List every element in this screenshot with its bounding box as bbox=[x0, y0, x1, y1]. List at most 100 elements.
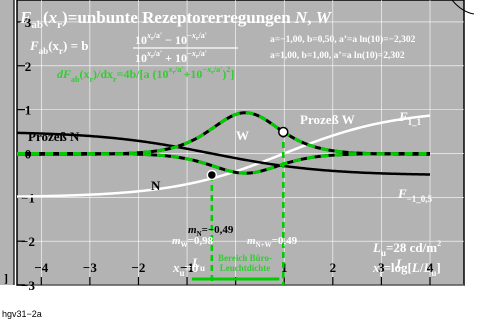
chart-title: Fab(xr)=unbunte Rezeptorerregungen N, W bbox=[19, 8, 333, 31]
d-arg: (x bbox=[79, 67, 89, 81]
point-label-W: W bbox=[236, 128, 249, 143]
formula-main: Fab(xr) = b 10xr/a' − 10−xr/a' 10xr/a' +… bbox=[29, 31, 238, 65]
y-tick-label-2: −1 bbox=[21, 190, 35, 205]
f-den-exp-pos-sub: r bbox=[151, 54, 154, 60]
d-mid: )/dx bbox=[93, 67, 113, 81]
xl-close: ] bbox=[436, 260, 440, 275]
title-open: ( bbox=[43, 8, 49, 27]
xl-Lu: L bbox=[422, 260, 431, 275]
left-edge-bracket: ] bbox=[4, 271, 8, 285]
d-argsub: r bbox=[89, 75, 93, 84]
rn-F: F bbox=[397, 186, 407, 201]
f-lhs-argsub: r bbox=[59, 46, 63, 56]
f-den-exp-neg-tail: /a' bbox=[198, 49, 207, 58]
y-tick-label-6: 3 bbox=[25, 15, 32, 30]
f-lhs-close: ) = b bbox=[63, 38, 88, 53]
lus-L: L bbox=[191, 255, 200, 270]
f-den-left: 10 bbox=[135, 51, 147, 65]
f-exp-neg-tail: /a' bbox=[198, 31, 207, 40]
title-sub: ab bbox=[31, 19, 43, 31]
left-strip-panel bbox=[0, 0, 14, 285]
annot-Lu-value: Lu=28 cd/m2 bbox=[372, 239, 441, 258]
x0-eq: =0 bbox=[185, 260, 199, 275]
title-comma: , bbox=[307, 8, 316, 27]
svg-text:Fab(xr) = b: Fab(xr) = b bbox=[29, 38, 89, 56]
luv-sup: 2 bbox=[437, 239, 441, 248]
mNW-m: m bbox=[247, 235, 256, 247]
mN-val: =−0,49 bbox=[202, 224, 234, 236]
f-den-mid: + 10 bbox=[162, 51, 187, 65]
formula-derivative: dFab(xr)/dxr=4b/[a (10xr/a'+10−xr/a')2] bbox=[57, 65, 234, 84]
f-exp-pos-tail: /a' bbox=[153, 31, 162, 40]
title-F: F bbox=[19, 8, 32, 27]
luv-L: L bbox=[372, 240, 381, 255]
annot-Lu-small: Lu bbox=[191, 255, 205, 273]
y-tick-label-5: 2 bbox=[25, 59, 32, 74]
footer-code: hgv31−2a bbox=[2, 309, 42, 319]
x-tick-label-2: −2 bbox=[132, 260, 146, 275]
f-lhs-F: F bbox=[29, 38, 39, 53]
d-e1tail: /a' bbox=[174, 65, 183, 74]
annot-mNW: mN+W=0,49 bbox=[247, 235, 298, 249]
point-label-N: N bbox=[151, 178, 161, 193]
title-rest: =unbunte Rezeptorerregungen bbox=[68, 8, 295, 27]
params-N: a=−1,00, b=0,50, a’=a ln(10)=−2,302 bbox=[270, 34, 416, 45]
point-N bbox=[206, 169, 218, 181]
annot-mN: mN=−0,49 bbox=[188, 224, 234, 238]
title-x: x bbox=[48, 8, 58, 27]
rn-sub: −1_0,5 bbox=[407, 194, 433, 204]
d-end: ) bbox=[222, 67, 226, 81]
marks bbox=[191, 126, 289, 285]
svg-text:10xr/a' + 10−xr/a': 10xr/a' + 10−xr/a' bbox=[135, 49, 207, 65]
d-e1: x bbox=[167, 65, 172, 74]
d-msub: r bbox=[113, 75, 117, 84]
series-right-label-W: F1_1 bbox=[398, 109, 422, 127]
x0-sub: u bbox=[180, 268, 185, 278]
f-den-exp-neg: −x bbox=[187, 49, 196, 58]
series-right-label-N: F−1_0,5 bbox=[397, 186, 433, 204]
plot-area bbox=[16, 0, 465, 286]
d-plus: +10 bbox=[184, 67, 203, 81]
x-axis-label: xr=log[L/Lu] bbox=[372, 260, 441, 278]
series-label-W: Prozeß W bbox=[300, 112, 355, 127]
d-endb: ] bbox=[230, 67, 234, 81]
f-exp-pos-sub: r bbox=[151, 36, 154, 42]
svg-text:10xr/a' − 10−xr/a': 10xr/a' − 10−xr/a' bbox=[135, 31, 207, 47]
corner-arc bbox=[451, 0, 475, 15]
x0-label: xu=0 bbox=[172, 260, 198, 278]
xl-sub: r bbox=[380, 268, 384, 278]
xl-slash: / bbox=[419, 260, 424, 275]
annot-mW: mW=0,98 bbox=[172, 235, 214, 249]
d-e2: −x bbox=[202, 65, 211, 74]
params-W: a=1,00, b=1,00, a’=a ln(10)=2,302 bbox=[270, 50, 405, 61]
mNW-val: =0,49 bbox=[272, 235, 298, 247]
x-tick-label-3: −1 bbox=[180, 260, 194, 275]
x-tick-label-8: 4 bbox=[427, 260, 434, 275]
d-d: dF bbox=[57, 67, 71, 81]
xl-x: x bbox=[372, 260, 380, 275]
mW-val: =0,98 bbox=[188, 235, 214, 247]
title-close: ) bbox=[62, 8, 68, 27]
point-W bbox=[278, 126, 289, 138]
rw-sub: 1_1 bbox=[408, 117, 422, 127]
f-exp-neg-sub: r bbox=[196, 36, 199, 42]
series-curve-N bbox=[16, 131, 431, 176]
xl-L: L bbox=[411, 260, 420, 275]
series-curve-W bbox=[16, 114, 431, 198]
x-tick-label-6: 2 bbox=[330, 260, 337, 275]
d-sq: 2 bbox=[226, 65, 230, 74]
x-tick-label-7: 3 bbox=[378, 260, 385, 275]
xl-eq: =log[ bbox=[384, 260, 412, 275]
f-num-mid: − 10 bbox=[162, 33, 187, 47]
title-W: W bbox=[316, 8, 333, 27]
d-e2tail: /a' bbox=[213, 65, 222, 74]
lus-sub: u bbox=[200, 263, 205, 273]
series-label-N: Prozeß N bbox=[28, 129, 80, 144]
mN-m: m bbox=[188, 224, 197, 236]
series-derivative-W bbox=[17, 111, 430, 156]
annot-bereich-2: Leuchtdichte bbox=[220, 263, 271, 273]
d-e2sub: r bbox=[211, 70, 214, 76]
rw-F: F bbox=[398, 109, 408, 124]
